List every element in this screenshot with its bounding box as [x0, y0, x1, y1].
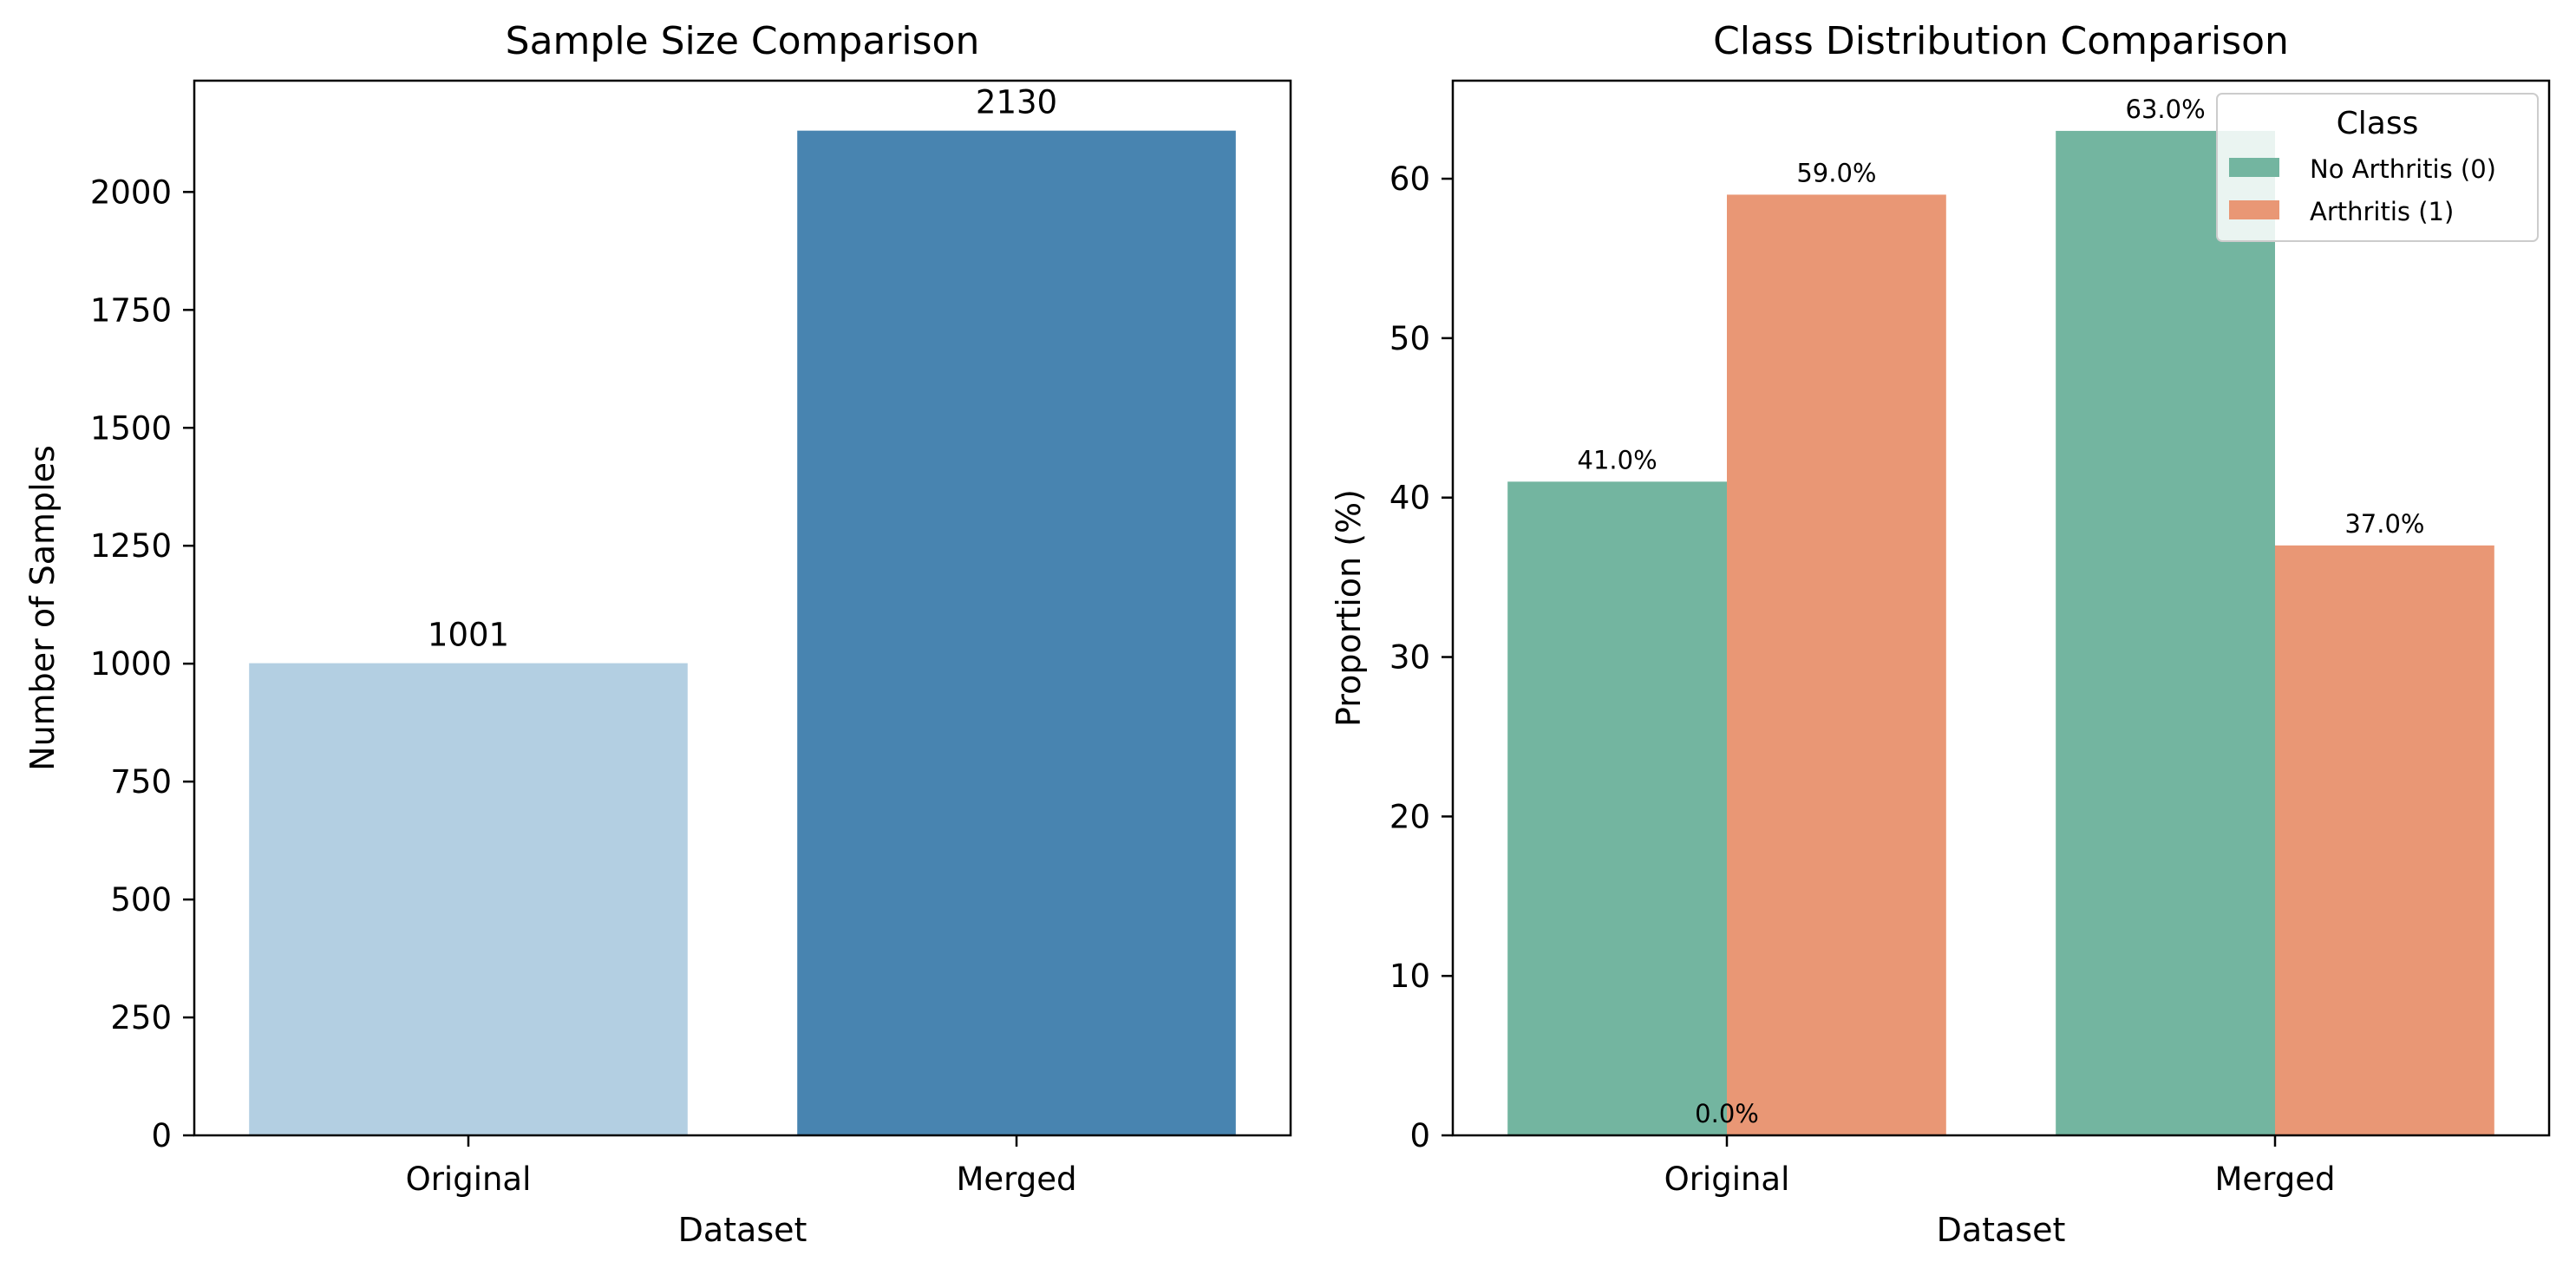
plot-frame: [1451, 79, 2551, 1137]
y-tick-label: 30: [1389, 639, 1430, 677]
legend: Class No Arthritis (0) Arthritis (1): [2216, 93, 2539, 242]
legend-swatch-no-arthritis: [2229, 158, 2279, 177]
bar-value-label: 59.0%: [1796, 158, 1876, 187]
bar-value-label: 0.0%: [1695, 1099, 1759, 1128]
legend-title: Class: [2337, 106, 2419, 141]
chart-title: Class Distribution Comparison: [1713, 19, 2289, 63]
chart-title: Sample Size Comparison: [506, 19, 980, 63]
x-tick-label: Merged: [957, 1161, 1077, 1198]
y-tick-label: 500: [110, 881, 172, 919]
x-tick-label: Merged: [2215, 1161, 2336, 1198]
bar-value-label: 37.0%: [2344, 509, 2424, 539]
sample-size-chart: Sample Size Comparison 1001 2130 0 250 500 7…: [23, 19, 1292, 1249]
y-tick-label: 750: [110, 763, 172, 801]
bar-value-label: 1001: [428, 617, 509, 654]
bar-original: [249, 663, 688, 1135]
y-tick-label: 1250: [90, 527, 172, 565]
y-tick-label: 40: [1389, 480, 1430, 517]
legend-swatch-arthritis: [2229, 200, 2279, 219]
y-tick-label: 2000: [90, 173, 172, 211]
bar-original-arthritis-1: [1727, 194, 1946, 1136]
y-tick-label: 50: [1389, 320, 1430, 357]
y-tick-label: 60: [1389, 160, 1430, 198]
plot-frame: [193, 79, 1292, 1137]
bar-merged-arthritis-1: [2275, 545, 2494, 1135]
legend-box: [2216, 93, 2539, 242]
legend-label-arthritis: Arthritis (1): [2310, 197, 2454, 226]
bar-merged: [797, 130, 1236, 1136]
y-tick-label: 1750: [90, 291, 172, 329]
y-tick-label: 1500: [90, 409, 172, 447]
x-axis-label: Dataset: [1937, 1211, 2066, 1249]
x-axis-label: Dataset: [678, 1211, 807, 1249]
x-tick-label: Original: [1664, 1161, 1790, 1198]
bar-value-label: 63.0%: [2126, 95, 2206, 124]
bar-value-label: 41.0%: [1578, 445, 1657, 474]
y-tick-label: 20: [1389, 798, 1430, 835]
legend-label-no-arthritis: No Arthritis (0): [2310, 154, 2496, 184]
bar-original-no-arthritis-0: [1507, 481, 1727, 1135]
y-axis-label: Proportion (%): [1330, 489, 1368, 727]
y-tick-label: 1000: [90, 645, 172, 683]
y-tick-label: 0: [151, 1117, 172, 1154]
bar-value-label: 2130: [976, 84, 1057, 121]
y-tick-label: 250: [110, 999, 172, 1036]
bar-merged-no-arthritis-0: [2056, 130, 2275, 1135]
class-distribution-chart: Class Distribution Comparison 41.0% 63.0%…: [1330, 19, 2551, 1249]
y-axis-label: Number of Samples: [23, 445, 62, 771]
y-tick-label: 0: [1409, 1117, 1430, 1154]
y-tick-label: 10: [1389, 958, 1430, 995]
x-tick-label: Original: [406, 1161, 532, 1198]
